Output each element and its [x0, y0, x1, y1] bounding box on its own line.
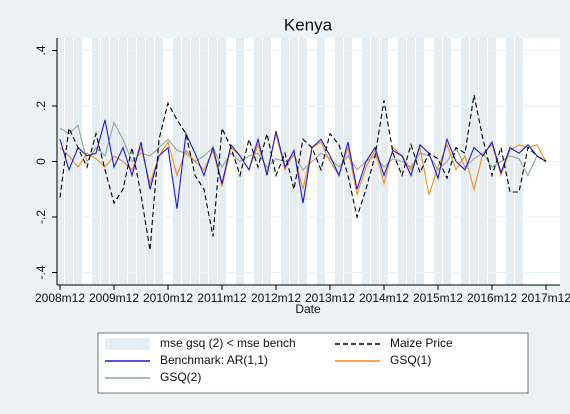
x-tick-label: 2012m12	[251, 291, 301, 305]
y-tick-label: .4	[34, 45, 48, 55]
series-line	[59, 133, 547, 195]
legend-label: Maize Price	[390, 336, 453, 350]
legend-label: GSQ(1)	[390, 353, 431, 367]
x-tick-label: 2013m12	[305, 291, 355, 305]
y-tick-label: .2	[34, 101, 48, 111]
legend-label: Benchmark: AR(1,1)	[160, 353, 268, 367]
series-line	[59, 121, 547, 177]
chart-title: Kenya	[284, 15, 333, 34]
x-tick-label: 2008m12	[35, 291, 85, 305]
x-tick-label: 2009m12	[89, 291, 139, 305]
legend-swatch	[105, 338, 150, 350]
x-tick-label: 2017m12	[521, 291, 570, 305]
x-tick-label: 2014m12	[359, 291, 409, 305]
series-line	[59, 119, 547, 209]
series-line	[59, 94, 547, 251]
x-tick-label: 2015m12	[413, 291, 463, 305]
x-tick-label: 2010m12	[143, 291, 193, 305]
y-tick-label: 0	[34, 158, 48, 165]
legend-box	[97, 332, 529, 394]
y-tick-label: -.4	[34, 265, 48, 279]
y-tick-label: -.2	[34, 210, 48, 224]
x-tick-label: 2011m12	[197, 291, 246, 305]
legend-label: mse gsq (2) < mse bench	[160, 336, 296, 350]
legend-label: GSQ(2)	[160, 370, 201, 384]
x-tick-label: 2016m12	[467, 291, 517, 305]
x-axis-label: Date	[295, 302, 321, 316]
